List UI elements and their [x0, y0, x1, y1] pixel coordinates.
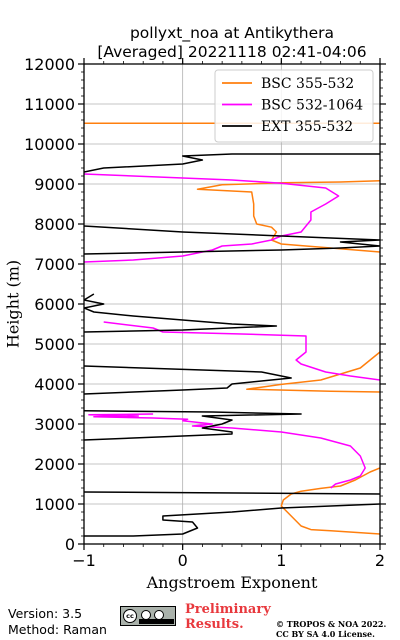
legend-label-bsc-532-1064: BSC 532-1064 [261, 98, 363, 114]
y-tick-label: 0 [65, 535, 75, 554]
series-line-bsc-532-1064 [84, 173, 380, 489]
y-tick-label: 10000 [24, 135, 75, 154]
y-tick-label: 6000 [34, 295, 75, 314]
copyright-line-1: © TROPOS & NOA 2022. [276, 619, 387, 629]
chart-subtitle: [Averaged] 20221118 02:41-04:06 [97, 43, 366, 61]
x-tick-label: 1 [276, 551, 286, 570]
footer-info: Version: 3.5 Method: Raman [8, 606, 107, 638]
y-tick-label: 7000 [34, 255, 75, 274]
y-tick-label: 1000 [34, 495, 75, 514]
y-tick-label: 11000 [24, 95, 75, 114]
preliminary-line-1: Preliminary [185, 602, 271, 617]
y-tick-label: 9000 [34, 175, 75, 194]
legend-label-ext-355-532: EXT 355-532 [261, 119, 353, 135]
y-tick-label: 8000 [34, 215, 75, 234]
y-axis-label: Height (m) [4, 260, 23, 348]
x-tick-label: 0 [178, 551, 188, 570]
copyright-notice: © TROPOS & NOA 2022. CC BY SA 4.0 Licens… [276, 619, 386, 639]
series-group [84, 122, 380, 537]
series-line-bsc-355-532 [84, 122, 380, 535]
copyright-line-2: CC BY SA 4.0 License. [276, 629, 375, 639]
axis-ticks: −1 0 1 201000200030004000500060007000800090… [24, 55, 386, 570]
y-tick-label: 2000 [34, 455, 75, 474]
preliminary-line-2: Results. [185, 617, 244, 632]
x-tick-label: −1 [72, 551, 96, 570]
y-tick-label: 5000 [34, 335, 75, 354]
chart: pollyxt_noa at Antikythera [Averaged] 20… [4, 24, 386, 592]
series-clip-group [84, 122, 380, 537]
y-tick-label: 12000 [24, 55, 75, 74]
chart-title: pollyxt_noa at Antikythera [130, 24, 334, 43]
series-line-ext-355-532 [84, 153, 380, 537]
x-tick-label: 2 [375, 551, 385, 570]
legend: BSC 355-532 BSC 532-1064 EXT 355-532 [214, 69, 374, 143]
license-strip [139, 619, 174, 624]
y-tick-label: 3000 [34, 415, 75, 434]
cc-license-badge: cc [120, 606, 176, 626]
preliminary-notice: Preliminary Results. [185, 602, 271, 632]
x-axis-label: Angstroem Exponent [146, 573, 318, 592]
version-text: Version: 3.5 [8, 606, 83, 621]
cc-icon: cc [123, 609, 137, 623]
y-tick-label: 4000 [34, 375, 75, 394]
legend-label-bsc-355-532: BSC 355-532 [261, 76, 354, 92]
legend-box [214, 69, 374, 143]
method-text: Method: Raman [8, 622, 107, 637]
